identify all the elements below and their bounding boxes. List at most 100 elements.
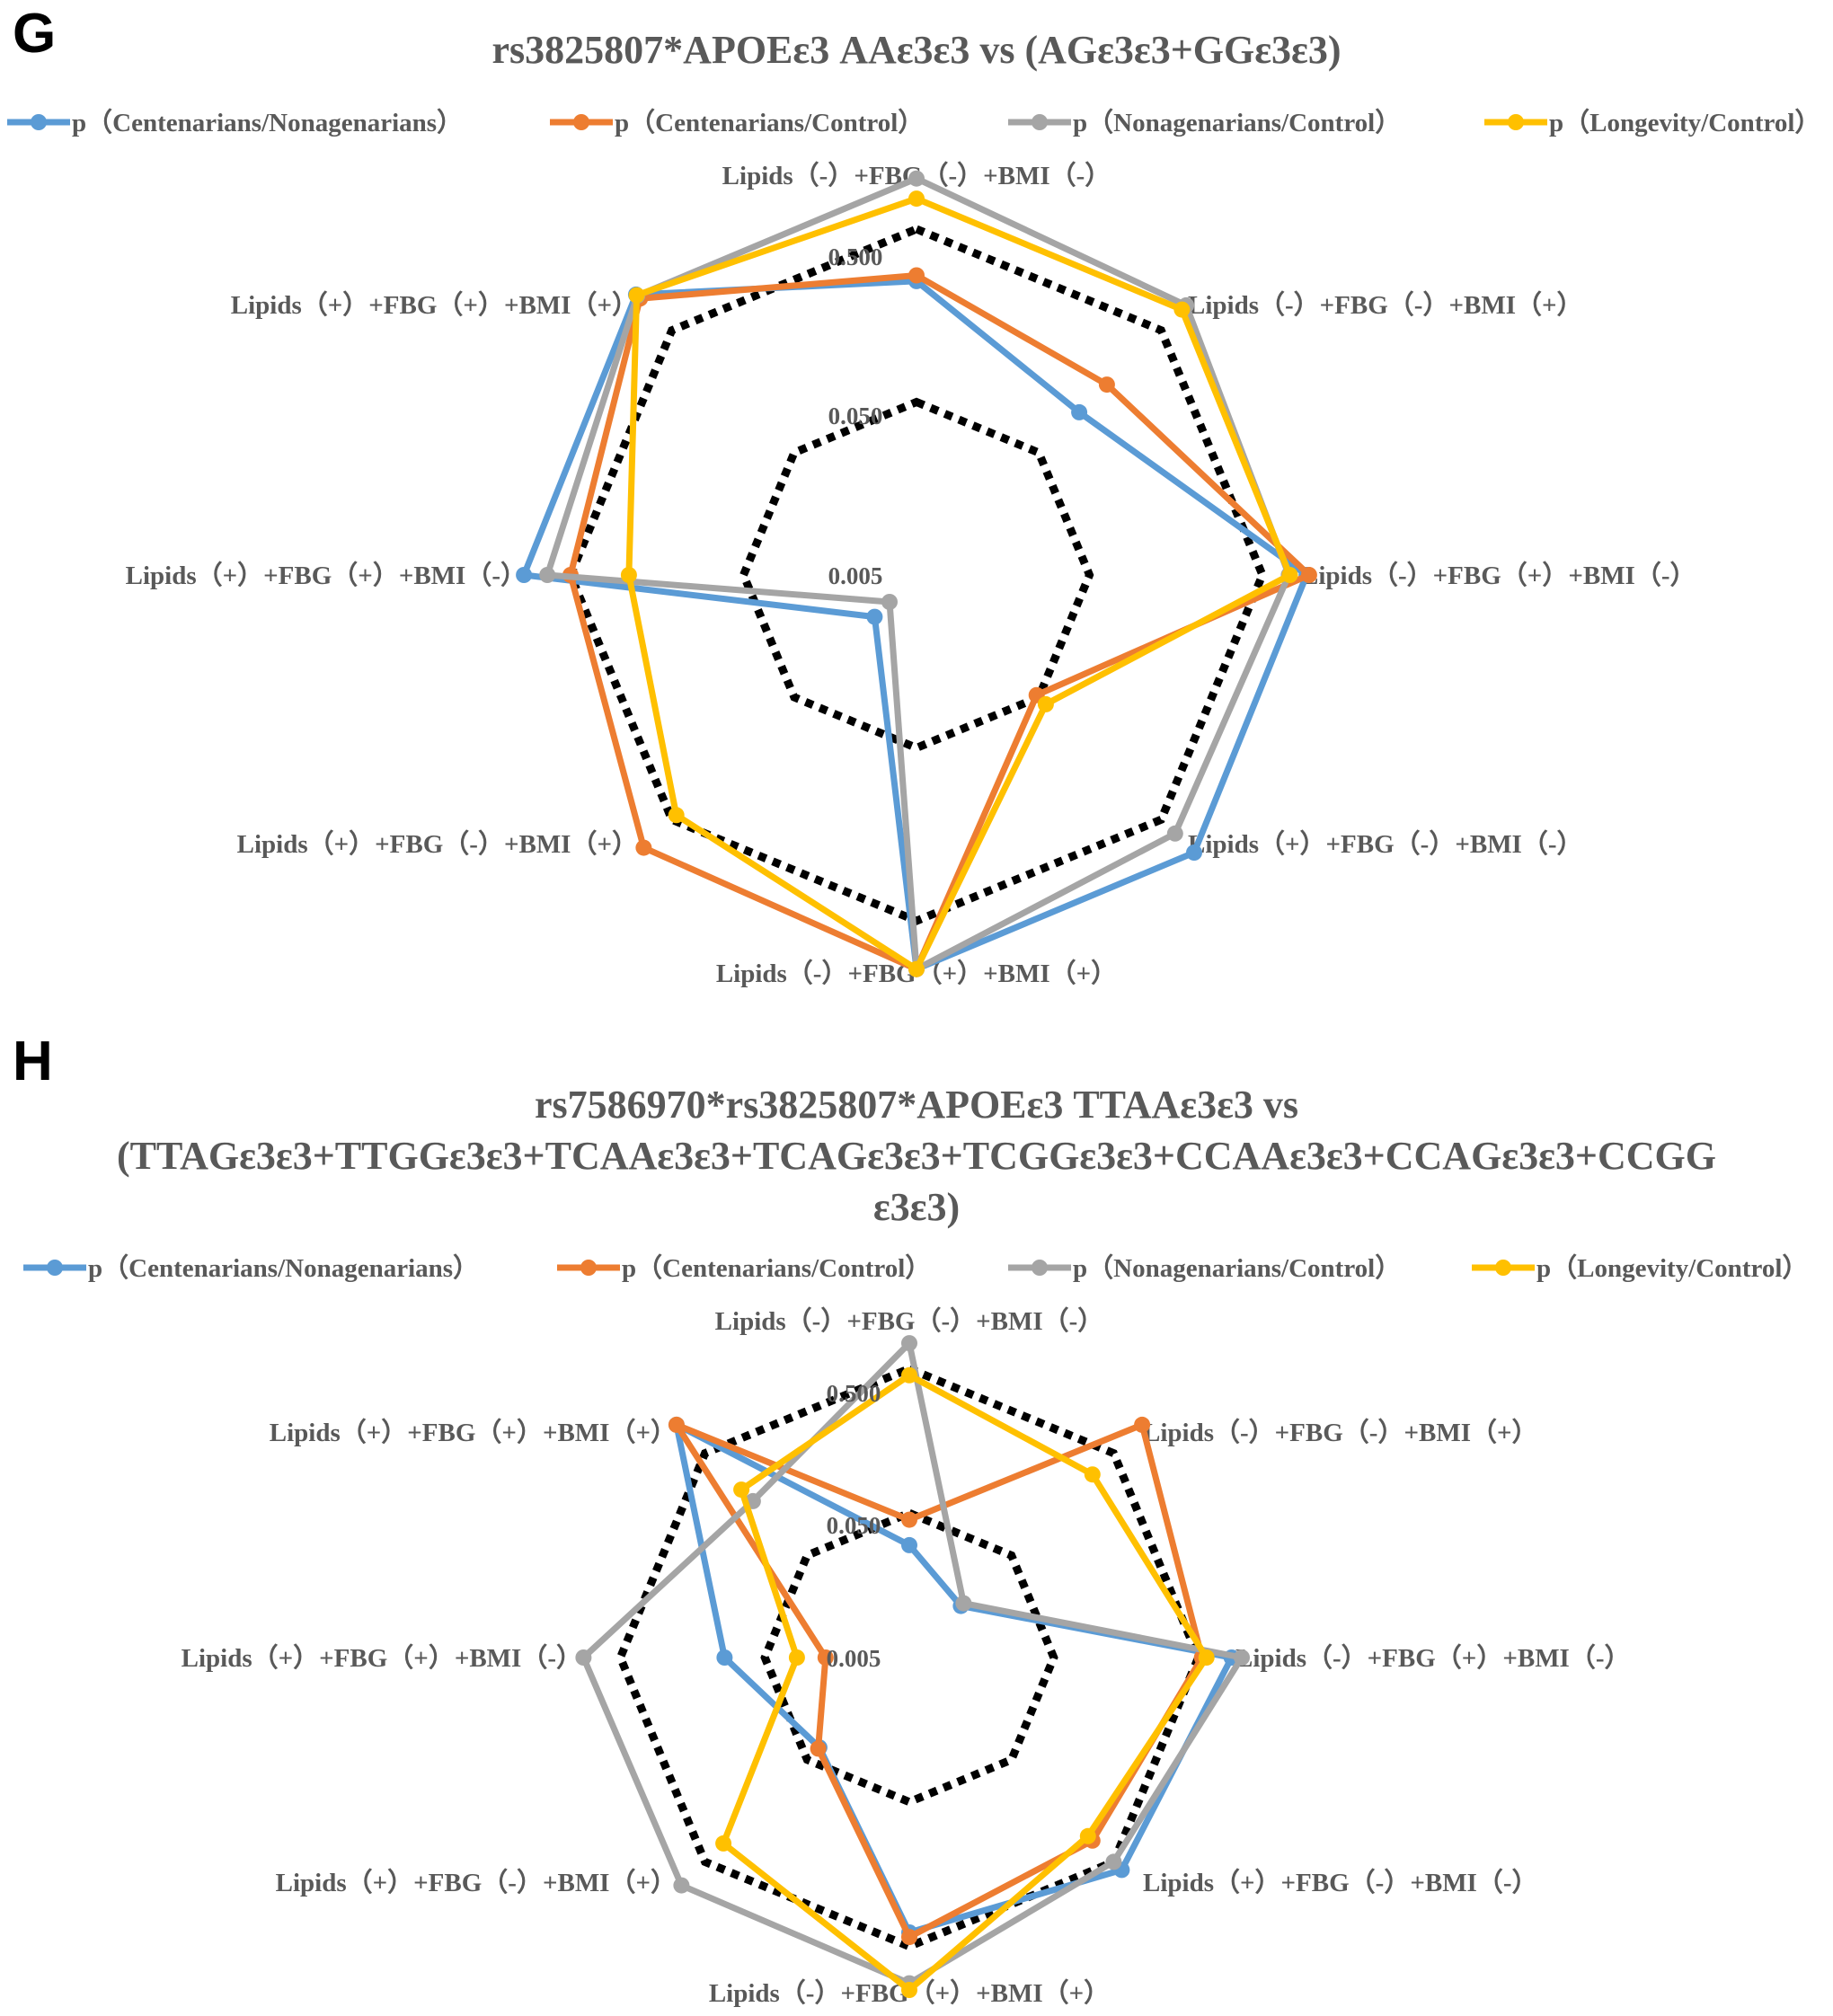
data-point-2 (1300, 567, 1317, 583)
data-point-6 (539, 567, 556, 583)
tick-labels-g: 0.005 0.050 0.500 (828, 243, 883, 589)
legend-item-g-2: p（Nonagenarians/Control） (1008, 108, 1401, 137)
data-point-0 (901, 1366, 917, 1384)
legend-label: p（Centenarians/Nonagenarians） (88, 1253, 479, 1283)
data-point-2 (1281, 567, 1298, 583)
data-point-5 (673, 1877, 690, 1894)
chart-title-h-line-3: ε3ε3) (873, 1185, 960, 1229)
legend-label: p（Centenarians/Control） (622, 1253, 931, 1283)
radar-plot-g (516, 170, 1317, 977)
legend-item-g-0: p（Centenarians/Nonagenarians） (7, 108, 463, 137)
data-point-2 (1234, 1649, 1250, 1666)
data-point-4 (901, 1929, 917, 1946)
panel-g: G rs3825807*APOEε3 AAε3ε3 vs (AGε3ε3+GGε… (7, 3, 1820, 988)
data-point-1 (955, 1595, 972, 1612)
data-point-6 (817, 1649, 834, 1666)
axis-label-3: Lipids（+）+FBG（-）+BMI（-） (1188, 829, 1583, 859)
data-point-0 (908, 267, 925, 284)
legend-item-h-1: p（Centenarians/Control） (557, 1253, 931, 1283)
data-point-5 (668, 807, 685, 824)
legend-swatch-marker (1032, 1260, 1048, 1276)
legend-item-h-0: p（Centenarians/Nonagenarians） (23, 1253, 479, 1283)
data-point-7 (628, 287, 645, 304)
series-line (720, 1372, 1210, 1994)
chart-title-g: rs3825807*APOEε3 AAε3ε3 vs (AGε3ε3+GGε3ε… (492, 28, 1342, 72)
panel-h: H rs7586970*rs3825807*APOEε3 TTAAε3ε3 vs… (13, 1030, 1808, 2008)
legend-label: p（Nonagenarians/Control） (1073, 108, 1401, 137)
legend-item-h-3: p（Longevity/Control） (1472, 1253, 1808, 1283)
legend-swatch-marker (573, 114, 589, 130)
chart-title-h-line-2: (TTAGε3ε3+TTGGε3ε3+TCAAε3ε3+TCAGε3ε3+TCG… (117, 1134, 1716, 1178)
reference-ring-2 (566, 225, 1267, 925)
legend-label: p（Longevity/Control） (1536, 1253, 1808, 1283)
data-point-0 (901, 1511, 917, 1528)
data-point-1 (1098, 376, 1115, 393)
data-point-3 (1186, 844, 1202, 861)
data-point-5 (881, 594, 898, 610)
axis-label-5: Lipids（+）+FBG（-）+BMI（+） (276, 1868, 677, 1897)
data-point-5 (810, 1740, 827, 1757)
legend-swatch-marker (47, 1260, 63, 1276)
data-point-0 (908, 190, 925, 208)
data-point-6 (516, 567, 533, 583)
data-point-3 (1105, 1853, 1122, 1870)
panel-letter-g: G (13, 3, 56, 65)
legend-g: p（Centenarians/Nonagenarians） p（Centenar… (7, 108, 1820, 137)
tick-label-0: 0.005 (827, 1645, 881, 1672)
axis-labels-h: Lipids（-）+FBG（-）+BMI（-） Lipids（-）+FBG（-）… (182, 1306, 1631, 2008)
data-point-1 (1071, 403, 1088, 420)
data-point-1 (1173, 301, 1191, 318)
tick-label-2: 0.500 (827, 1380, 881, 1407)
series-3 (715, 1366, 1215, 1998)
tick-labels-h: 0.005 0.050 0.500 (827, 1380, 881, 1672)
axis-label-6: Lipids（+）+FBG（+）+BMI（-） (126, 561, 527, 590)
data-point-7 (668, 1416, 685, 1433)
reference-ring-2 (615, 1364, 1203, 1951)
data-point-6 (788, 1649, 805, 1666)
legend-label: p（Longevity/Control） (1549, 108, 1820, 137)
axis-label-0: Lipids（-）+FBG（-）+BMI（-） (715, 1306, 1104, 1336)
tick-label-2: 0.500 (828, 243, 883, 270)
data-point-6 (575, 1649, 592, 1666)
data-point-0 (908, 170, 925, 187)
data-point-6 (716, 1649, 733, 1666)
data-point-5 (715, 1835, 732, 1852)
legend-label: p（Centenarians/Nonagenarians） (72, 108, 463, 137)
legend-swatch-marker (1495, 1260, 1511, 1276)
data-point-6 (620, 567, 637, 583)
tick-label-1: 0.050 (827, 1512, 881, 1539)
radar-plot-h (575, 1335, 1250, 1998)
legend-item-g-3: p（Longevity/Control） (1484, 108, 1820, 137)
reference-ring-1 (760, 1508, 1058, 1807)
data-point-1 (1084, 1466, 1101, 1483)
axis-label-7: Lipids（+）+FBG（+）+BMI（+） (270, 1418, 677, 1447)
legend-swatch-marker (31, 114, 47, 130)
data-point-1 (1134, 1416, 1151, 1433)
data-point-4 (901, 1982, 917, 1998)
legend-h: p（Centenarians/Nonagenarians） p（Centenar… (23, 1253, 1808, 1283)
data-point-5 (635, 839, 652, 856)
axis-label-7: Lipids（+）+FBG（+）+BMI（+） (231, 290, 638, 320)
axis-label-1: Lipids（-）+FBG（-）+BMI（+） (1143, 1418, 1538, 1447)
data-point-7 (733, 1481, 750, 1499)
series-3 (620, 190, 1298, 977)
series-1 (668, 1416, 1210, 1946)
tick-label-0: 0.005 (828, 562, 883, 589)
axis-label-5: Lipids（+）+FBG（-）+BMI（+） (237, 829, 638, 859)
data-point-5 (866, 608, 883, 625)
data-point-0 (901, 1335, 917, 1352)
legend-label: p（Nonagenarians/Control） (1073, 1253, 1401, 1283)
data-point-4 (908, 960, 925, 977)
tick-label-1: 0.050 (828, 402, 883, 429)
axis-label-6: Lipids（+）+FBG（+）+BMI（-） (182, 1643, 582, 1673)
data-point-3 (1037, 695, 1054, 712)
legend-swatch-marker (580, 1260, 597, 1276)
chart-title-h-line-1: rs7586970*rs3825807*APOEε3 TTAAε3ε3 vs (535, 1083, 1298, 1127)
legend-swatch-marker (1508, 114, 1524, 130)
axis-label-2: Lipids（-）+FBG（+）+BMI（-） (1301, 561, 1696, 590)
legend-swatch-marker (1032, 114, 1048, 130)
data-point-3 (1079, 1827, 1096, 1844)
axis-label-2: Lipids（-）+FBG（+）+BMI（-） (1235, 1643, 1631, 1673)
data-point-3 (1166, 825, 1183, 842)
